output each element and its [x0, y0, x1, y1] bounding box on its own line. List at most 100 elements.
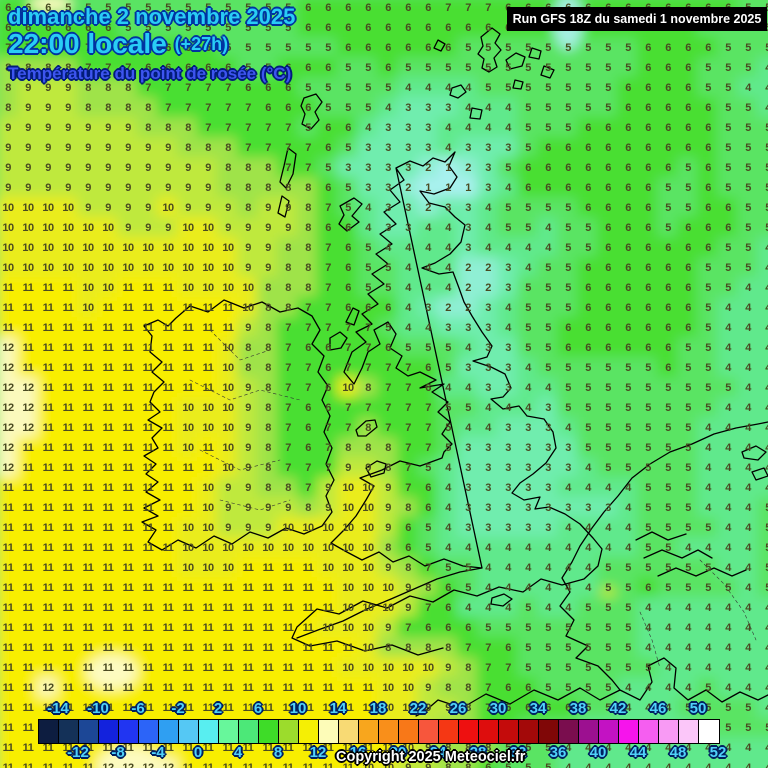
grid-value: 5	[465, 42, 471, 54]
grid-value: 11	[202, 462, 214, 474]
grid-value: 11	[302, 622, 314, 634]
grid-value: 11	[42, 562, 54, 574]
grid-value: 6	[505, 642, 511, 654]
grid-value: 8	[105, 102, 111, 114]
grid-value: 11	[122, 622, 134, 634]
grid-value: 5	[665, 382, 671, 394]
grid-value: 11	[102, 642, 114, 654]
grid-value: 6	[705, 222, 711, 234]
grid-value: 11	[42, 582, 54, 594]
grid-value: 4	[665, 762, 671, 768]
grid-value: 6	[185, 42, 191, 54]
grid-value: 5	[705, 382, 711, 394]
grid-value: 10	[322, 622, 334, 634]
grid-value: 6	[305, 62, 311, 74]
grid-value: 5	[385, 262, 391, 274]
grid-value: 10	[2, 262, 14, 274]
grid-value: 4	[405, 242, 411, 254]
grid-value: 7	[365, 362, 371, 374]
grid-value: 11	[42, 522, 54, 534]
grid-value: 9	[385, 502, 391, 514]
grid-value: 6	[625, 222, 631, 234]
grid-value: 11	[322, 702, 334, 714]
grid-value: 11	[2, 302, 14, 314]
grid-value: 6	[625, 102, 631, 114]
grid-value: 11	[42, 422, 54, 434]
grid-value: 6	[705, 102, 711, 114]
grid-value: 11	[102, 462, 114, 474]
grid-value: 7	[85, 62, 91, 74]
grid-value: 4	[765, 82, 768, 94]
grid-value: 9	[165, 222, 171, 234]
grid-value: 6	[425, 502, 431, 514]
grid-value: 10	[82, 242, 94, 254]
scale-cell	[319, 720, 339, 743]
grid-value: 4	[705, 662, 711, 674]
grid-value: 11	[122, 702, 134, 714]
grid-value: 5	[605, 582, 611, 594]
grid-value: 10	[342, 582, 354, 594]
grid-value: 10	[362, 562, 374, 574]
grid-value: 7	[405, 402, 411, 414]
grid-value: 9	[245, 222, 251, 234]
grid-value: 11	[102, 382, 114, 394]
grid-value: 3	[405, 102, 411, 114]
grid-value: 7	[205, 122, 211, 134]
grid-value: 8	[245, 362, 251, 374]
grid-value: 4	[525, 562, 531, 574]
grid-value: 5	[625, 62, 631, 74]
grid-value: 8	[265, 482, 271, 494]
grid-value: 5	[125, 22, 131, 34]
grid-value: 6	[25, 22, 31, 34]
grid-value: 4	[425, 282, 431, 294]
grid-value: 11	[102, 582, 114, 594]
scale-cell	[419, 720, 439, 743]
grid-value: 8	[385, 642, 391, 654]
grid-value: 8	[265, 322, 271, 334]
grid-value: 4	[685, 642, 691, 654]
grid-value: 11	[42, 702, 54, 714]
grid-value: 6	[385, 2, 391, 14]
grid-value: 11	[2, 722, 14, 734]
grid-value: 4	[765, 702, 768, 714]
grid-value: 10	[182, 522, 194, 534]
scale-tick-label: 22	[409, 700, 427, 717]
grid-value: 11	[162, 502, 174, 514]
grid-value: 5	[625, 402, 631, 414]
grid-value: 5	[565, 662, 571, 674]
grid-value: 11	[182, 622, 194, 634]
grid-value: 7	[305, 382, 311, 394]
grid-value: 7	[405, 482, 411, 494]
grid-value: 6	[605, 282, 611, 294]
grid-value: 10	[362, 602, 374, 614]
grid-value: 5	[505, 42, 511, 54]
grid-value: 6	[365, 42, 371, 54]
grid-value: 10	[382, 762, 394, 768]
grid-value: 6	[585, 182, 591, 194]
grid-value: 6	[245, 82, 251, 94]
grid-value: 5	[585, 82, 591, 94]
grid-value: 6	[645, 82, 651, 94]
grid-value: 6	[465, 622, 471, 634]
grid-value: 12	[2, 402, 14, 414]
grid-value: 10	[402, 702, 414, 714]
grid-value: 2	[445, 302, 451, 314]
coast-shetland	[433, 27, 502, 120]
grid-value: 5	[545, 762, 551, 768]
grid-value: 11	[2, 742, 14, 754]
grid-value: 7	[485, 702, 491, 714]
grid-value: 11	[102, 742, 114, 754]
grid-value: 4	[585, 562, 591, 574]
grid-value: 4	[605, 542, 611, 554]
grid-value: 9	[125, 122, 131, 134]
grid-value: 11	[362, 682, 374, 694]
grid-value: 6	[645, 162, 651, 174]
grid-value: 4	[725, 522, 731, 534]
grid-value: 6	[685, 102, 691, 114]
grid-value: 7	[325, 462, 331, 474]
grid-value: 6	[585, 302, 591, 314]
grid-value: 5	[545, 42, 551, 54]
scale-tick-label: -2	[171, 700, 185, 717]
grid-value: 11	[2, 622, 14, 634]
grid-value: 5	[725, 142, 731, 154]
